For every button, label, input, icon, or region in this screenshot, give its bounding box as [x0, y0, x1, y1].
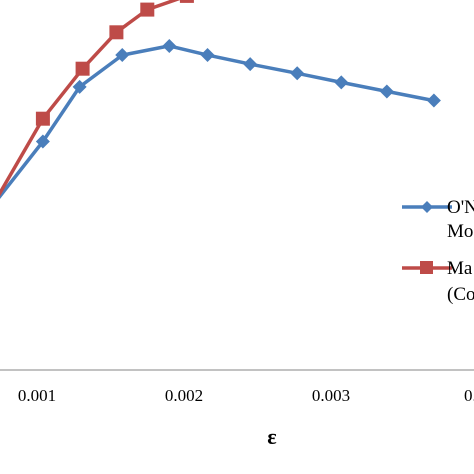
series-2-point: [109, 25, 124, 40]
legend-marker-series-1: [421, 201, 433, 213]
x-axis-title: ε: [267, 424, 276, 449]
x-tick-label: 0.002: [165, 386, 203, 405]
legend-label-series-2-line-2: (Co: [447, 284, 474, 305]
series-1-point: [35, 134, 50, 149]
series-2-point: [75, 61, 90, 76]
x-axis-ticks: 0.001 0.002 0.003 0.00: [18, 386, 474, 405]
legend-label-series-1-line-2: Mo: [447, 221, 473, 242]
series-1-line: [0, 44, 435, 199]
series-1-point: [243, 57, 258, 72]
series-2-point: [140, 2, 155, 17]
x-tick-label: 0.00: [464, 386, 474, 405]
series-2-point: [35, 111, 50, 126]
series-1-point: [426, 93, 441, 108]
series-1-point: [162, 38, 177, 53]
series-1-point: [200, 48, 215, 63]
x-tick-label: 0.003: [312, 386, 350, 405]
legend: O'N Mo Ma (Co: [402, 197, 474, 305]
series-1-point: [379, 84, 394, 99]
x-tick-label: 0.001: [18, 386, 56, 405]
legend-marker-series-2: [420, 261, 433, 274]
series-1-point: [115, 48, 130, 63]
legend-label-series-1: O'N: [447, 197, 474, 218]
series-2-point: [179, 0, 194, 3]
series-1-point: [72, 79, 87, 94]
series-1-point: [334, 75, 349, 90]
plot-area: [0, 0, 441, 199]
series-1-point: [290, 66, 305, 81]
series-2-line: [0, 0, 181, 197]
legend-label-series-2: Ma: [447, 258, 473, 279]
